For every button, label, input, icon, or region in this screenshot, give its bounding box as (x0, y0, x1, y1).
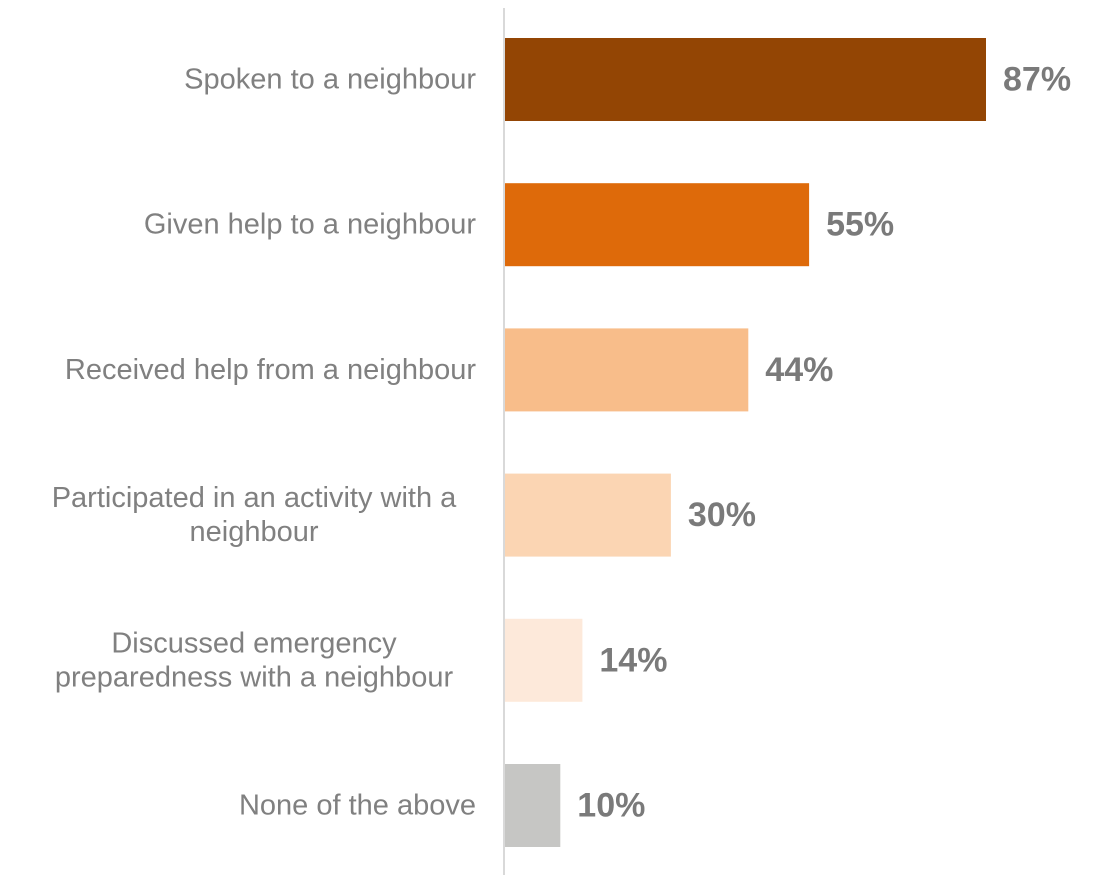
data-label-1: 55% (826, 206, 894, 244)
bar-5 (505, 764, 561, 847)
category-label-5-line-0: None of the above (239, 790, 476, 822)
category-label-2-line-0: Received help from a neighbour (65, 354, 476, 386)
data-label-0: 87% (1003, 61, 1071, 99)
data-label-2: 44% (765, 351, 833, 389)
bar-4 (505, 618, 583, 702)
category-label-1-line-0: Given help to a neighbour (144, 209, 476, 241)
bar-1 (505, 183, 810, 267)
category-label-0-line-0: Spoken to a neighbour (184, 64, 476, 96)
bar-0 (505, 38, 986, 121)
bar-3 (505, 473, 671, 557)
data-label-4: 14% (599, 641, 667, 679)
category-label-4-line-0: Discussed emergency (111, 627, 397, 659)
category-label-3-line-0: Participated in an activity with a (52, 482, 457, 514)
data-label-5: 10% (577, 787, 645, 825)
category-label-4-line-1: preparedness with a neighbour (55, 661, 454, 693)
bar-2 (505, 328, 749, 412)
category-label-3-line-1: neighbour (190, 516, 319, 548)
data-label-3: 30% (688, 496, 756, 534)
